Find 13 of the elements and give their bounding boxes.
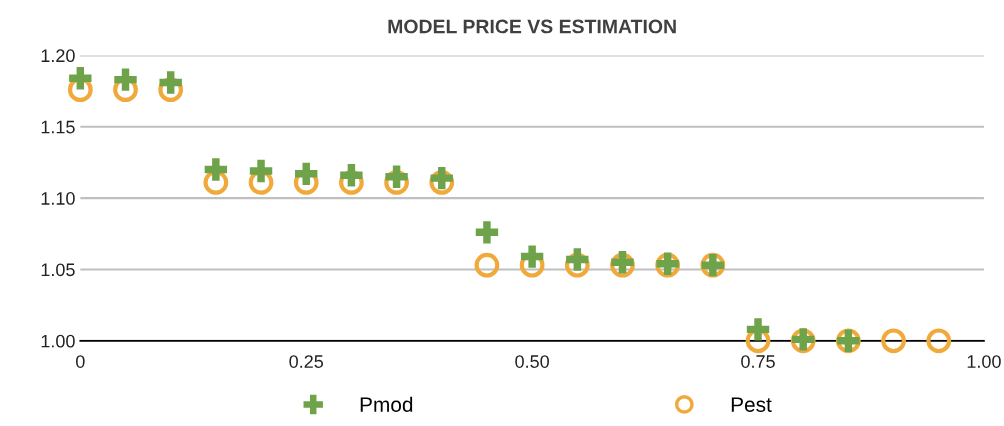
x-tick-label: 0 (76, 355, 85, 368)
y-tick-label: 1.15 (41, 120, 75, 134)
legend-label: Pmod (360, 396, 413, 412)
y-tick-label: 1.05 (41, 263, 75, 277)
x-tick-label: 1.00 (967, 355, 1001, 368)
x-tick-label: 0.50 (515, 355, 549, 368)
x-tick-label: 0.75 (741, 355, 775, 368)
x-tick-label: 0.25 (289, 355, 324, 368)
y-tick-label: 1.00 (41, 334, 75, 348)
chart-title: MODEL PRICE VS ESTIMATION (388, 19, 676, 34)
y-tick-label: 1.10 (41, 192, 75, 205)
legend-label: Pest (731, 397, 772, 412)
y-tick-label: 1.20 (41, 49, 75, 63)
